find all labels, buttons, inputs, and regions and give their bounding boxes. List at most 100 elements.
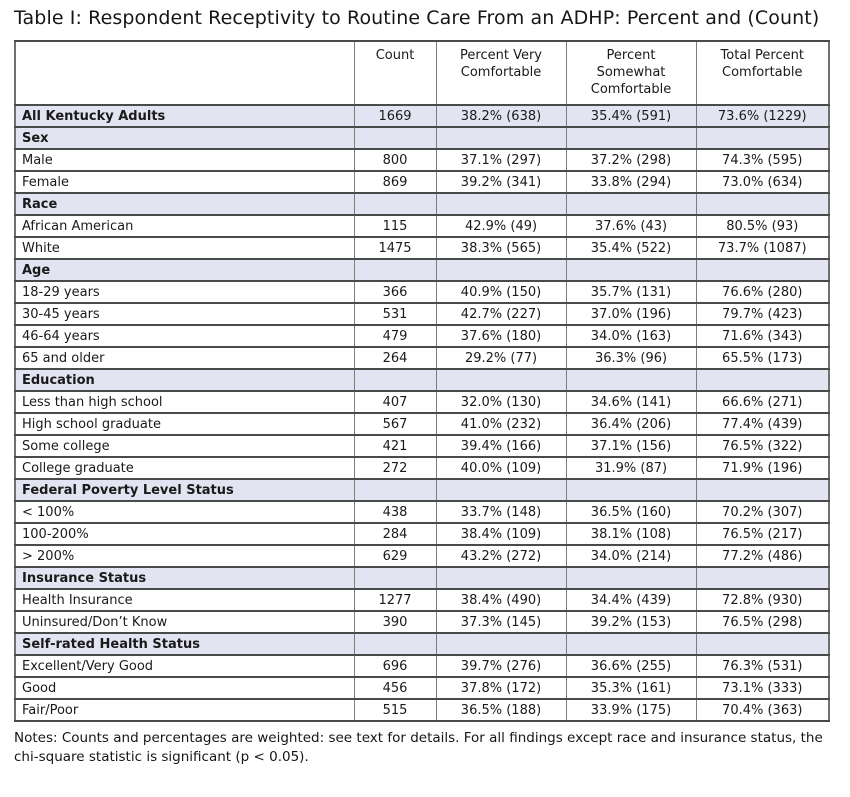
row-label: Some college	[14, 434, 355, 459]
cell-percent-very-comfortable: 40.0% (109)	[435, 456, 567, 481]
table-row: Good 456 37.8% (172) 35.3% (161) 73.1% (333)	[14, 676, 830, 701]
cell-count: 421	[353, 434, 437, 459]
column-header-total-percent: Total Percent Comfortable	[695, 40, 830, 107]
cell-percent-very-comfortable: 39.7% (276)	[435, 654, 567, 679]
cell-count: 696	[353, 654, 437, 679]
cell-percent-very-comfortable: 41.0% (232)	[435, 412, 567, 437]
cell-total-percent-comfortable: 65.5% (173)	[695, 346, 830, 371]
cell-percent-somewhat-comfortable: 35.3% (161)	[565, 676, 697, 701]
table-title: Table I: Respondent Receptivity to Routi…	[14, 7, 820, 29]
row-label: College graduate	[14, 456, 355, 481]
cell-count	[353, 126, 437, 151]
notes-text: Notes: Counts and percentages are weight…	[14, 730, 823, 766]
row-label: All Kentucky Adults	[14, 104, 355, 129]
cell-total-percent-comfortable: 70.4% (363)	[695, 698, 830, 723]
cell-total-percent-comfortable: 73.7% (1087)	[695, 236, 830, 261]
cell-percent-very-comfortable: 37.1% (297)	[435, 148, 567, 173]
column-header-count-label: Count	[375, 48, 415, 64]
cell-percent-somewhat-comfortable: 34.0% (163)	[565, 324, 697, 349]
cell-percent-very-comfortable	[435, 368, 567, 393]
column-header-blank	[14, 40, 355, 107]
cell-total-percent-comfortable	[695, 566, 830, 591]
cell-percent-somewhat-comfortable	[565, 368, 697, 393]
table-row: Fair/Poor 515 36.5% (188) 33.9% (175) 70.4% …	[14, 698, 830, 723]
column-header-percent-somewhat: Percent Somewhat Comfortable	[565, 40, 697, 107]
table-row: African American 115 42.9% (49) 37.6% (43) 8…	[14, 214, 830, 239]
cell-percent-somewhat-comfortable: 36.5% (160)	[565, 500, 697, 525]
row-label: 18-29 years	[14, 280, 355, 305]
cell-total-percent-comfortable: 77.4% (439)	[695, 412, 830, 437]
column-header-percent-somewhat-label: Percent Somewhat Comfortable	[590, 48, 672, 98]
cell-percent-very-comfortable: 38.4% (490)	[435, 588, 567, 613]
section-header-row: Sex	[14, 126, 830, 151]
cell-percent-somewhat-comfortable: 33.9% (175)	[565, 698, 697, 723]
row-label: < 100%	[14, 500, 355, 525]
cell-percent-very-comfortable: 40.9% (150)	[435, 280, 567, 305]
cell-total-percent-comfortable: 71.6% (343)	[695, 324, 830, 349]
cell-percent-somewhat-comfortable: 39.2% (153)	[565, 610, 697, 635]
cell-percent-somewhat-comfortable	[565, 192, 697, 217]
row-label: 30-45 years	[14, 302, 355, 327]
row-label: Male	[14, 148, 355, 173]
cell-total-percent-comfortable: 76.3% (531)	[695, 654, 830, 679]
section-header-row: Age	[14, 258, 830, 283]
cell-percent-somewhat-comfortable	[565, 258, 697, 283]
cell-percent-very-comfortable	[435, 566, 567, 591]
row-label: Race	[14, 192, 355, 217]
row-label: White	[14, 236, 355, 261]
cell-percent-very-comfortable: 39.2% (341)	[435, 170, 567, 195]
cell-percent-somewhat-comfortable: 34.0% (214)	[565, 544, 697, 569]
row-label: Uninsured/Don’t Know	[14, 610, 355, 635]
cell-count	[353, 566, 437, 591]
cell-total-percent-comfortable: 70.2% (307)	[695, 500, 830, 525]
row-label: 100-200%	[14, 522, 355, 547]
cell-percent-somewhat-comfortable	[565, 478, 697, 503]
cell-total-percent-comfortable: 77.2% (486)	[695, 544, 830, 569]
cell-percent-somewhat-comfortable: 37.2% (298)	[565, 148, 697, 173]
cell-total-percent-comfortable: 76.5% (298)	[695, 610, 830, 635]
cell-count: 1277	[353, 588, 437, 613]
cell-count: 264	[353, 346, 437, 371]
cell-percent-very-comfortable: 29.2% (77)	[435, 346, 567, 371]
cell-total-percent-comfortable: 74.3% (595)	[695, 148, 830, 173]
cell-percent-somewhat-comfortable: 34.4% (439)	[565, 588, 697, 613]
total-row: All Kentucky Adults 1669 38.2% (638) 35.4% …	[14, 104, 830, 129]
cell-total-percent-comfortable: 71.9% (196)	[695, 456, 830, 481]
cell-total-percent-comfortable: 76.6% (280)	[695, 280, 830, 305]
row-label: High school graduate	[14, 412, 355, 437]
column-header-percent-very: Percent Very Comfortable	[435, 40, 567, 107]
table-row: College graduate 272 40.0% (109) 31.9% (87)…	[14, 456, 830, 481]
cell-percent-very-comfortable: 37.3% (145)	[435, 610, 567, 635]
table-row: Uninsured/Don’t Know 390 37.3% (145) 39.2% …	[14, 610, 830, 635]
section-header-row: Self-rated Health Status	[14, 632, 830, 657]
cell-percent-very-comfortable: 38.3% (565)	[435, 236, 567, 261]
table-row: < 100% 438 33.7% (148) 36.5% (160) 70.2% (30…	[14, 500, 830, 525]
cell-percent-somewhat-comfortable: 36.4% (206)	[565, 412, 697, 437]
row-label: 65 and older	[14, 346, 355, 371]
cell-count: 284	[353, 522, 437, 547]
cell-percent-somewhat-comfortable: 35.4% (591)	[565, 104, 697, 129]
row-label: Good	[14, 676, 355, 701]
section-header-row: Insurance Status	[14, 566, 830, 591]
row-label: Education	[14, 368, 355, 393]
section-header-row: Race	[14, 192, 830, 217]
row-label: African American	[14, 214, 355, 239]
table-row: 30-45 years 531 42.7% (227) 37.0% (196) 79.7…	[14, 302, 830, 327]
cell-percent-very-comfortable	[435, 632, 567, 657]
cell-percent-somewhat-comfortable: 34.6% (141)	[565, 390, 697, 415]
cell-count	[353, 478, 437, 503]
cell-count: 800	[353, 148, 437, 173]
column-header-count: Count	[353, 40, 437, 107]
cell-percent-somewhat-comfortable: 35.4% (522)	[565, 236, 697, 261]
table-row: Health Insurance 1277 38.4% (490) 34.4% (43…	[14, 588, 830, 613]
table-row: 46-64 years 479 37.6% (180) 34.0% (163) 71.6…	[14, 324, 830, 349]
row-label: Age	[14, 258, 355, 283]
row-label: Less than high school	[14, 390, 355, 415]
cell-count: 407	[353, 390, 437, 415]
table-row: 65 and older 264 29.2% (77) 36.3% (96) 65.5%…	[14, 346, 830, 371]
cell-total-percent-comfortable	[695, 258, 830, 283]
table-row: Female 869 39.2% (341) 33.8% (294) 73.0% (63…	[14, 170, 830, 195]
cell-total-percent-comfortable	[695, 632, 830, 657]
cell-percent-very-comfortable: 42.9% (49)	[435, 214, 567, 239]
cell-total-percent-comfortable: 66.6% (271)	[695, 390, 830, 415]
